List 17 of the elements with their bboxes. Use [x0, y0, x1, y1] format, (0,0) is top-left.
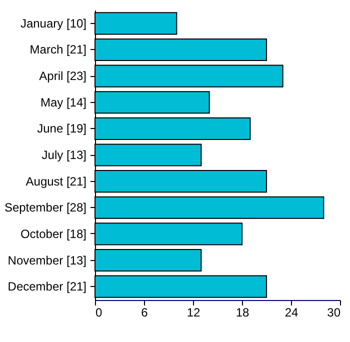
y-tick-label: March [21]: [30, 42, 86, 57]
y-tick-label: January [10]: [20, 16, 86, 30]
x-tick-label: 30: [327, 306, 341, 320]
y-tick-label: September [28]: [4, 200, 86, 215]
x-tick-label: 0: [96, 306, 102, 320]
y-tick-label: December [21]: [8, 280, 86, 294]
y-tick-label: May [14]: [40, 95, 86, 110]
y-tick-label: August [21]: [26, 174, 86, 188]
x-tick-label: 18: [236, 306, 250, 320]
y-tick-label: November [13]: [8, 253, 86, 268]
y-tick-label: October [18]: [20, 226, 86, 241]
y-tick-label: April [23]: [39, 69, 86, 84]
x-tick-label: 6: [141, 306, 148, 320]
x-tick-label: 24: [284, 306, 298, 320]
y-tick-label: July [13]: [42, 148, 86, 162]
y-tick-label: June [19]: [37, 122, 86, 136]
x-tick-label: 12: [186, 306, 200, 320]
